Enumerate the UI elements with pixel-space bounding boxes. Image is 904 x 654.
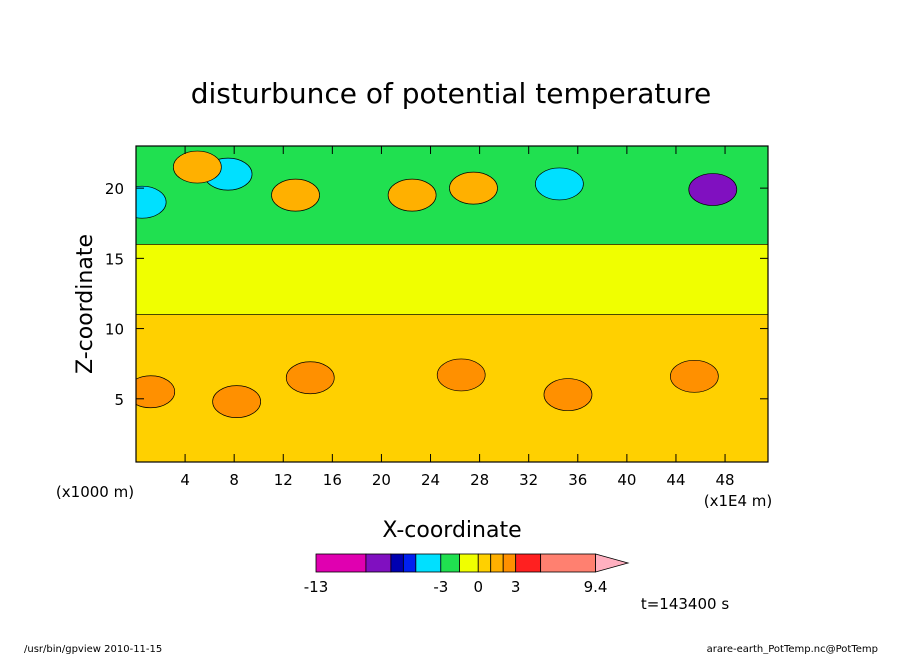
contour-feature-7	[271, 178, 320, 212]
colorbar-bin	[415, 553, 442, 573]
x-tick-label: 12	[274, 471, 293, 489]
colorbar-label: -13	[304, 578, 329, 596]
x-unit-right: (x1E4 m)	[704, 492, 773, 510]
footer-left: /usr/bin/gpview 2010-11-15	[24, 644, 162, 654]
chart-title: disturbunce of potential temperature	[191, 77, 712, 110]
x-tick-label: 4	[180, 471, 190, 489]
footer-right: arare-earth_PotTemp.nc@PotTemp	[707, 644, 878, 654]
colorbar-label: 9.4	[584, 578, 608, 596]
colorbar-bin	[315, 553, 367, 573]
contour-feature-4	[543, 378, 593, 411]
y-tick-label: 5	[114, 391, 124, 409]
colorbar-label: 0	[473, 578, 483, 596]
plot-frame	[135, 145, 769, 463]
x-tick-label: 32	[519, 471, 538, 489]
x-tick-label: 24	[421, 471, 440, 489]
contour-feature-9	[688, 173, 738, 206]
colorbar-label: -3	[433, 578, 448, 596]
x-tick-label: 20	[372, 471, 391, 489]
contour-feature-5	[670, 359, 719, 393]
colorbar-bin	[440, 553, 460, 573]
contour-feature-8	[449, 171, 498, 205]
x-axis-label: X-coordinate	[382, 518, 521, 543]
x-unit-left: (x1000 m)	[56, 483, 134, 501]
x-tick-label: 36	[568, 471, 587, 489]
colorbar-bin	[365, 553, 392, 573]
contour-feature-3	[436, 358, 486, 392]
colorbar-bin	[502, 553, 517, 573]
x-tick-label: 40	[617, 471, 636, 489]
colorbar-bin	[540, 553, 596, 573]
contour-feature-0	[136, 375, 176, 409]
x-tick-label: 16	[323, 471, 342, 489]
x-tick-label: 44	[666, 471, 685, 489]
x-tick-label: 28	[470, 471, 489, 489]
contour-feature-10	[535, 167, 584, 201]
colorbar-bin	[490, 553, 504, 573]
colorbar-label: 3	[511, 578, 521, 596]
y-tick-label: 10	[105, 321, 124, 339]
plot-area	[136, 146, 768, 462]
contour-feature-1	[212, 385, 261, 418]
colorbar	[315, 553, 630, 573]
colorbar-bin	[402, 553, 417, 573]
x-tick-label: 48	[716, 471, 735, 489]
y-axis-label: Z-coordinate	[73, 234, 98, 374]
colorbar-bin	[477, 553, 492, 573]
y-tick-label: 20	[105, 180, 124, 198]
y-tick-label: 15	[105, 250, 124, 268]
contour-feature-12	[136, 185, 167, 219]
colorbar-arrow	[595, 553, 630, 573]
x-tick-label: 8	[229, 471, 239, 489]
colorbar-bin	[459, 553, 479, 573]
contour-feature-2	[285, 361, 335, 395]
contour-feature-13	[173, 150, 222, 184]
time-label: t=143400 s	[641, 595, 729, 613]
colorbar-bin	[515, 553, 542, 573]
colorbar-bin	[390, 553, 404, 573]
contour-feature-6	[387, 178, 437, 212]
region-band-1	[136, 244, 768, 315]
